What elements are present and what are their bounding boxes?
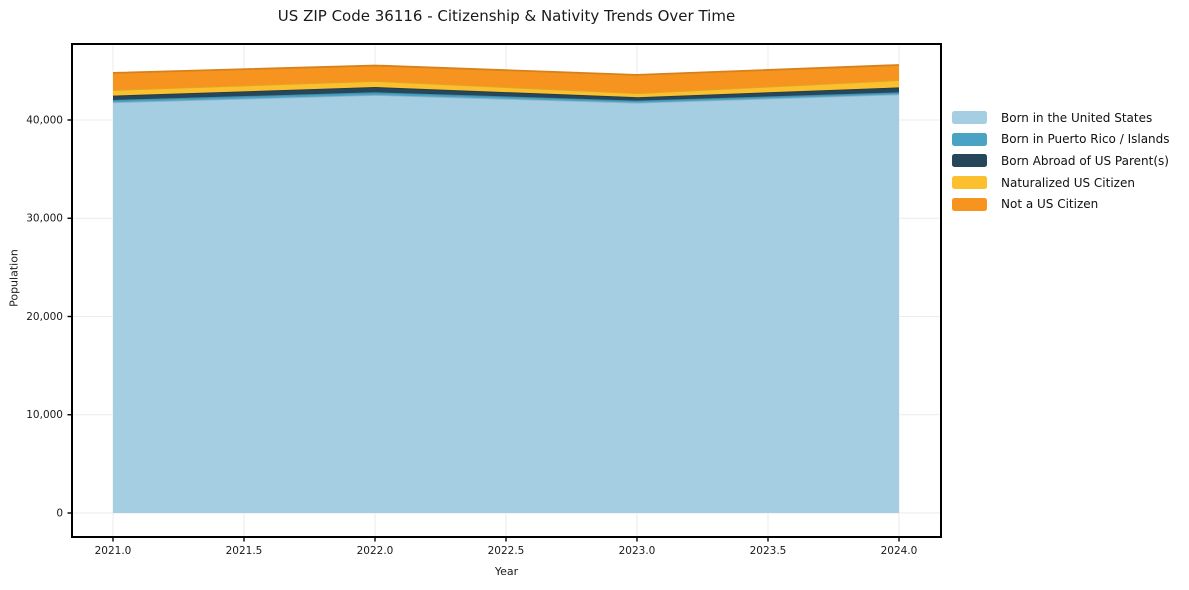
legend-label: Born in Puerto Rico / Islands xyxy=(1001,132,1170,147)
legend-color-swatch xyxy=(952,111,987,125)
area-series-naturalized-us-citizen xyxy=(113,80,900,98)
legend-color-swatch xyxy=(952,132,987,146)
y-tick-label: 20,000 xyxy=(26,311,63,323)
legend-color-swatch xyxy=(952,176,987,190)
y-tick-label: 30,000 xyxy=(26,213,63,225)
x-tick-label: 2023.0 xyxy=(619,545,656,557)
area-series-not-a-us-citizen xyxy=(113,64,900,94)
legend-color-swatch xyxy=(952,197,987,211)
legend-label: Born in the United States xyxy=(1001,110,1153,125)
legend-label: Not a US Citizen xyxy=(1001,197,1099,212)
legend-label: Born Abroad of US Parent(s) xyxy=(1001,153,1169,168)
x-tick-label: 2024.0 xyxy=(881,545,918,557)
chart-legend: Born in the United States Born in Puerto … xyxy=(952,107,1170,215)
legend-item-born-in-the-united-states: Born in the United States xyxy=(952,107,1170,129)
x-tick-label: 2021.5 xyxy=(226,545,263,557)
x-tick-label: 2021.0 xyxy=(95,545,132,557)
area-series-born-in-the-united-states xyxy=(113,94,900,513)
legend-color-swatch xyxy=(952,154,987,168)
legend-item-born-in-puerto-rico-islands: Born in Puerto Rico / Islands xyxy=(952,129,1170,151)
y-tick-label: 40,000 xyxy=(26,114,63,126)
area-series-born-abroad-of-us-parent-s xyxy=(113,86,900,101)
chart-title: US ZIP Code 36116 - Citizenship & Nativi… xyxy=(277,7,736,25)
legend-label: Naturalized US Citizen xyxy=(1001,175,1135,190)
y-tick-label: 10,000 xyxy=(26,409,63,421)
legend-item-naturalized-us-citizen: Naturalized US Citizen xyxy=(952,172,1170,194)
x-tick-label: 2022.5 xyxy=(488,545,525,557)
x-tick-label: 2022.0 xyxy=(357,545,394,557)
y-tick-label: 0 xyxy=(56,507,63,519)
legend-item-not-a-us-citizen: Not a US Citizen xyxy=(952,193,1170,215)
area-edge-not-a-us-citizen xyxy=(112,64,900,76)
legend-item-born-abroad-of-us-parent-s: Born Abroad of US Parent(s) xyxy=(952,150,1170,172)
x-axis-label: Year xyxy=(494,565,519,578)
x-tick-label: 2023.5 xyxy=(750,545,787,557)
